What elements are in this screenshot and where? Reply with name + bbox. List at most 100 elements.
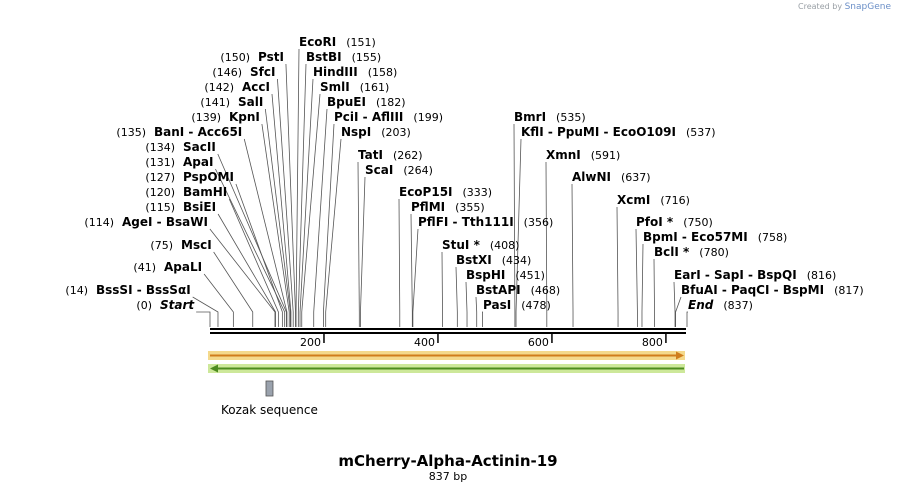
site-leader-line bbox=[410, 213, 413, 327]
site-label[interactable]: ApaLI bbox=[164, 260, 202, 274]
site-label[interactable]: ApaI bbox=[183, 155, 213, 169]
site-position: (262) bbox=[393, 149, 423, 162]
plasmid-length: 837 bp bbox=[429, 470, 467, 483]
site-label[interactable]: PasI bbox=[483, 298, 511, 312]
site-label[interactable]: End bbox=[688, 298, 714, 312]
site-position: (158) bbox=[368, 66, 398, 79]
site-label[interactable]: BamHI bbox=[183, 185, 227, 199]
site-label[interactable]: SalI bbox=[238, 95, 263, 109]
site-label[interactable]: BstXI bbox=[456, 253, 492, 267]
site-leader-line bbox=[277, 78, 294, 327]
site-leader-line bbox=[285, 63, 296, 327]
site-label[interactable]: AgeI - BsaWI bbox=[122, 215, 208, 229]
site-leader-line bbox=[295, 48, 300, 327]
site-label[interactable]: PflMI bbox=[411, 200, 445, 214]
site-position: (139) bbox=[191, 111, 221, 124]
site-label[interactable]: BmrI bbox=[514, 110, 546, 124]
site-label[interactable]: BssSI - BssSαI bbox=[96, 283, 191, 297]
site-label[interactable]: KpnI bbox=[229, 110, 260, 124]
site-position: (637) bbox=[621, 171, 651, 184]
site-leader-line bbox=[675, 296, 682, 327]
site-position: (758) bbox=[758, 231, 788, 244]
site-position: (750) bbox=[683, 216, 713, 229]
site-position: (161) bbox=[360, 81, 390, 94]
site-position: (434) bbox=[502, 254, 532, 267]
site-position: (142) bbox=[204, 81, 234, 94]
site-leader-line bbox=[217, 153, 287, 327]
kozak-sequence-feature[interactable] bbox=[265, 380, 274, 397]
backbone-bottom-strand bbox=[210, 332, 686, 334]
site-label[interactable]: BsiEI bbox=[183, 200, 216, 214]
site-leader-line bbox=[217, 213, 276, 327]
site-leader-line bbox=[475, 296, 478, 327]
site-position: (537) bbox=[686, 126, 716, 139]
site-leader-line bbox=[412, 228, 419, 327]
site-leader-line bbox=[616, 206, 619, 327]
site-leader-line bbox=[271, 93, 292, 327]
credit-text: Created by bbox=[798, 2, 843, 11]
site-position: (816) bbox=[807, 269, 837, 282]
site-leader-line bbox=[243, 138, 288, 327]
snapgene-logo-text: SnapGene bbox=[844, 2, 891, 12]
site-label[interactable]: TatI bbox=[358, 148, 383, 162]
site-label[interactable]: ScaI bbox=[365, 163, 393, 177]
ruler-tick-label: 800 bbox=[642, 336, 663, 349]
site-label[interactable]: Start bbox=[160, 298, 195, 312]
site-position: (716) bbox=[660, 194, 690, 207]
site-label[interactable]: BclI * bbox=[654, 245, 690, 259]
backbone-top-strand bbox=[210, 328, 686, 330]
site-leader-line bbox=[313, 108, 328, 327]
site-position: (333) bbox=[463, 186, 493, 199]
site-leader-line bbox=[673, 281, 676, 327]
site-leader-line bbox=[357, 161, 360, 327]
site-label[interactable]: AlwNI bbox=[572, 170, 611, 184]
site-position: (837) bbox=[723, 299, 753, 312]
site-label[interactable]: PspOMI bbox=[183, 170, 234, 184]
site-label[interactable]: BfuAI - PaqCI - BspMI bbox=[681, 283, 824, 297]
kozak-sequence-label: Kozak sequence bbox=[221, 403, 318, 417]
site-label[interactable]: SmlI bbox=[320, 80, 350, 94]
site-leader-line bbox=[398, 198, 401, 327]
site-label[interactable]: KflI - PpuMI - EcoO109I bbox=[521, 125, 676, 139]
site-label[interactable]: PfoI * bbox=[636, 215, 674, 229]
site-position: (182) bbox=[376, 96, 406, 109]
site-position: (817) bbox=[834, 284, 864, 297]
site-label[interactable]: XmnI bbox=[546, 148, 581, 162]
site-label[interactable]: BstBI bbox=[306, 50, 342, 64]
site-leader-line bbox=[209, 228, 276, 327]
site-label[interactable]: BpuEI bbox=[327, 95, 366, 109]
site-label[interactable]: NspI bbox=[341, 125, 371, 139]
site-label[interactable]: BpmI - Eco57MI bbox=[643, 230, 748, 244]
site-position: (14) bbox=[65, 284, 88, 297]
site-label[interactable]: HindIII bbox=[313, 65, 358, 79]
site-label[interactable]: PflFI - Tth111I bbox=[418, 215, 514, 229]
site-label[interactable]: PciI - AflIII bbox=[334, 110, 403, 124]
site-label[interactable]: BstAPI bbox=[476, 283, 521, 297]
site-position: (591) bbox=[591, 149, 621, 162]
site-label[interactable]: AccI bbox=[242, 80, 270, 94]
site-leader-line bbox=[653, 258, 655, 327]
site-label[interactable]: EcoRI bbox=[299, 35, 336, 49]
site-position: (114) bbox=[84, 216, 114, 229]
site-position: (478) bbox=[521, 299, 551, 312]
site-label[interactable]: SacII bbox=[183, 140, 216, 154]
site-position: (146) bbox=[212, 66, 242, 79]
site-label[interactable]: EarI - SapI - BspQI bbox=[674, 268, 797, 282]
site-label[interactable]: MscI bbox=[181, 238, 212, 252]
site-leader-line bbox=[571, 183, 574, 327]
site-label[interactable]: SfcI bbox=[250, 65, 275, 79]
site-label[interactable]: PstI bbox=[258, 50, 284, 64]
site-label[interactable]: BanI - Acc65I bbox=[154, 125, 242, 139]
site-position: (134) bbox=[145, 141, 175, 154]
site-leader-line bbox=[465, 281, 468, 327]
site-position: (120) bbox=[145, 186, 175, 199]
site-leader-line bbox=[641, 243, 644, 327]
site-label[interactable]: EcoP15I bbox=[399, 185, 453, 199]
site-leader-line bbox=[455, 266, 458, 327]
site-label[interactable]: BspHI bbox=[466, 268, 505, 282]
site-position: (451) bbox=[515, 269, 545, 282]
site-leader-line bbox=[261, 123, 290, 327]
site-label[interactable]: XcmI bbox=[617, 193, 650, 207]
site-label[interactable]: StuI * bbox=[442, 238, 481, 252]
